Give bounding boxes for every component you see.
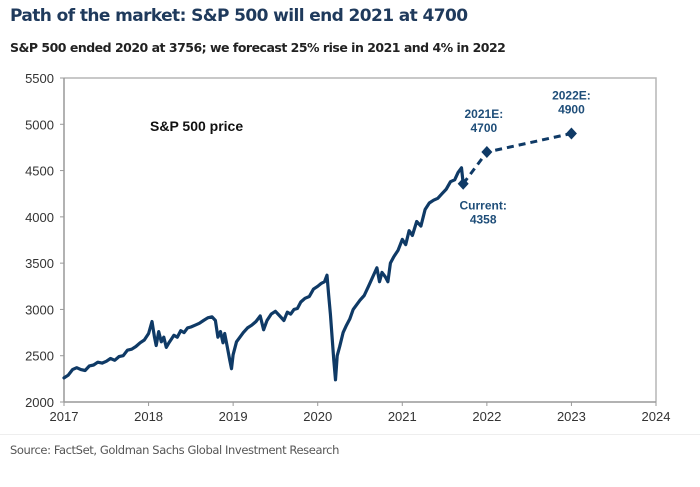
y-tick-label: 5000 bbox=[25, 117, 54, 132]
plot-border bbox=[64, 77, 657, 402]
x-tick-label: 2018 bbox=[134, 409, 163, 424]
y-tick-label: 4500 bbox=[25, 164, 54, 179]
x-tick-label: 2024 bbox=[642, 409, 671, 424]
series-label: S&P 500 price bbox=[150, 118, 243, 134]
annotation-value: 4700 bbox=[471, 121, 498, 135]
annotation-label: Current: bbox=[460, 199, 507, 213]
source-note: Source: FactSet, Goldman Sachs Global In… bbox=[10, 443, 339, 457]
data-point-marker bbox=[457, 177, 469, 190]
data-point-marker bbox=[481, 146, 493, 159]
x-tick-label: 2022 bbox=[472, 409, 501, 424]
annotation-value: 4358 bbox=[470, 213, 497, 227]
footer-divider bbox=[0, 434, 700, 435]
annotation-label: 2021E: bbox=[465, 107, 504, 121]
y-tick-label: 4000 bbox=[25, 210, 54, 225]
y-tick-label: 3500 bbox=[25, 256, 54, 271]
y-tick-label: 3000 bbox=[25, 302, 54, 317]
data-point-marker bbox=[565, 127, 577, 140]
annotation-label: 2022E: bbox=[552, 89, 591, 103]
y-tick-label: 2500 bbox=[25, 349, 54, 364]
chart-title: Path of the market: S&P 500 will end 202… bbox=[10, 6, 468, 26]
chart-subtitle: S&P 500 ended 2020 at 3756; we forecast … bbox=[10, 40, 506, 55]
forecast-line bbox=[462, 132, 572, 185]
y-tick-label: 2000 bbox=[25, 395, 54, 410]
x-tick-label: 2023 bbox=[557, 409, 586, 424]
x-tick-label: 2021 bbox=[388, 409, 417, 424]
x-tick-label: 2017 bbox=[50, 409, 79, 424]
price-line bbox=[62, 166, 465, 382]
x-tick-label: 2019 bbox=[219, 409, 248, 424]
annotation-value: 4900 bbox=[558, 103, 585, 117]
x-tick-label: 2020 bbox=[303, 409, 332, 424]
y-tick-label: 5500 bbox=[25, 71, 54, 86]
